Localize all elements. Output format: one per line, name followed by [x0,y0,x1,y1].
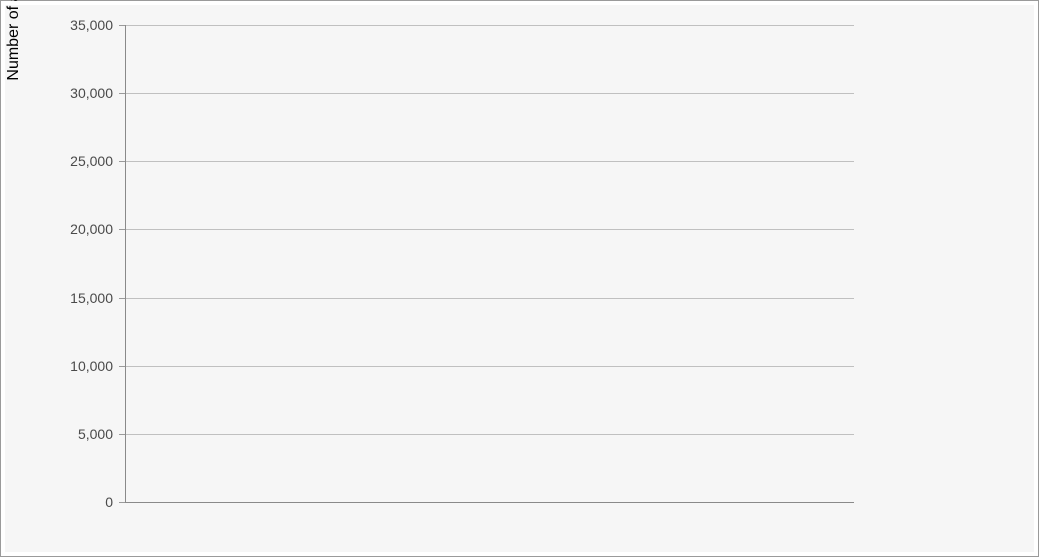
plot-area [125,25,854,502]
y-tick-label: 5,000 [5,426,113,442]
y-tick-label: 35,000 [5,17,113,33]
grid-line [125,434,854,435]
y-tick-label: 25,000 [5,153,113,169]
x-axis-baseline [125,502,854,503]
grid-line [125,25,854,26]
y-tick-label: 20,000 [5,221,113,237]
y-tick-label: 30,000 [5,85,113,101]
chart-frame: Number of applicants 0 5,000 10,000 15,000 2… [0,0,1039,557]
grid-line [125,161,854,162]
y-axis-title: Number of applicants [5,0,23,81]
grid-line [125,298,854,299]
grid-line [125,93,854,94]
y-tick-label: 0 [5,494,113,510]
y-tick-mark [119,502,125,503]
y-tick-label: 15,000 [5,290,113,306]
y-axis-line [125,25,126,502]
grid-line [125,229,854,230]
grid-line [125,366,854,367]
chart-inner: Number of applicants 05,00010,00015,0002… [5,5,1034,552]
y-tick-label: 10,000 [5,358,113,374]
